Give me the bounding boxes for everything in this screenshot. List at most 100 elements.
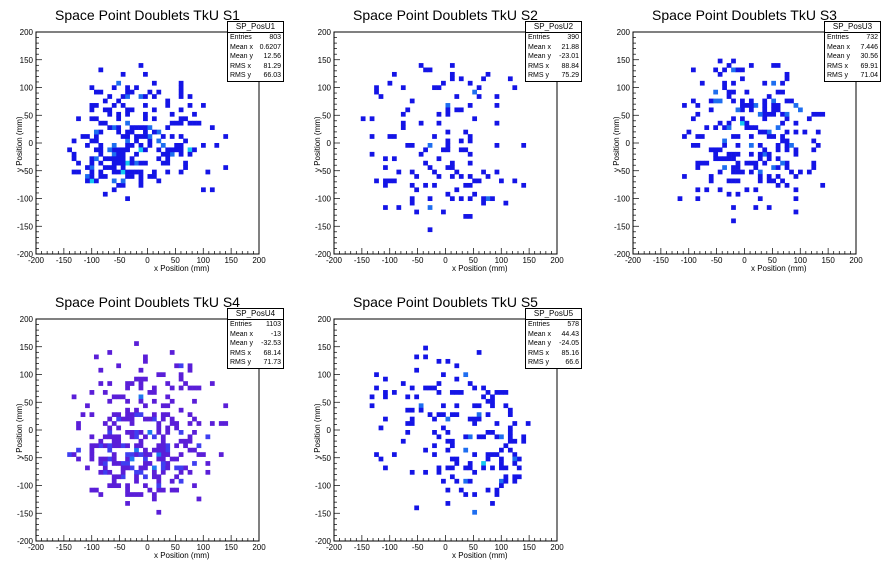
heatmap-bin: [89, 156, 95, 162]
heatmap-bin: [98, 151, 104, 157]
heatmap-bins: [67, 341, 229, 515]
heatmap-bin: [98, 174, 104, 179]
heatmap-bin: [151, 416, 157, 422]
heatmap-bin: [467, 434, 473, 440]
y-tick-label: -150: [17, 222, 34, 231]
heatmap-bin: [454, 187, 460, 193]
heatmap-bin: [192, 447, 197, 453]
heatmap-bin: [116, 116, 122, 122]
heatmap-bin: [472, 191, 478, 197]
heatmap-bin: [111, 160, 117, 166]
heatmap-bin: [178, 107, 184, 113]
heatmap-bin: [383, 182, 388, 188]
heatmap-bin: [467, 174, 473, 179]
heatmap-bin: [174, 143, 180, 148]
heatmap-bin: [120, 165, 126, 170]
heatmap-bin: [160, 412, 166, 417]
heatmap-bin: [771, 107, 777, 113]
heatmap-bin: [784, 147, 790, 153]
heatmap-bin: [165, 125, 171, 130]
heatmap-bin: [507, 407, 513, 413]
heatmap-bin: [151, 465, 157, 471]
heatmap-bin: [138, 452, 144, 457]
heatmap-bin: [89, 452, 95, 457]
stats-key: RMS x: [528, 62, 549, 70]
heatmap-bin: [780, 178, 785, 184]
heatmap-bin: [129, 381, 135, 386]
heatmap-bin: [143, 147, 148, 153]
heatmap-bin: [151, 447, 157, 453]
heatmap-bin: [178, 452, 184, 457]
y-tick-label: 200: [318, 315, 332, 324]
heatmap-bin: [753, 205, 759, 210]
heatmap-bin: [151, 412, 157, 417]
heatmap-bin: [165, 430, 171, 435]
y-tick-label: 200: [20, 315, 34, 324]
heatmap-bin: [784, 116, 790, 122]
heatmap-bin: [143, 358, 148, 364]
x-tick-label: 200: [550, 256, 564, 265]
heatmap-bin: [445, 111, 451, 117]
heatmap-bin: [134, 160, 139, 166]
heatmap-bin: [449, 71, 455, 77]
heatmap-bin: [151, 80, 157, 86]
heatmap-bin: [441, 425, 446, 431]
heatmap-bin: [218, 421, 224, 426]
heatmap-bin: [196, 385, 202, 391]
axis-ticks: [35, 31, 260, 255]
heatmap-bin: [89, 160, 95, 166]
stats-row: Mean x 7.446: [825, 43, 880, 53]
heatmap-bin: [111, 474, 117, 480]
heatmap-bin: [499, 390, 504, 395]
heatmap-bin: [178, 85, 184, 91]
heatmap-bin: [775, 63, 781, 68]
heatmap-bin: [116, 80, 122, 86]
heatmap-bin: [223, 421, 229, 426]
heatmap-bin: [76, 169, 81, 175]
heatmap-bin: [507, 434, 513, 440]
heatmap-bin: [762, 160, 768, 166]
stats-value: 71.04: [860, 72, 878, 79]
heatmap-bin: [490, 196, 495, 202]
heatmap-bin: [467, 80, 473, 86]
heatmap-bin: [209, 187, 215, 193]
y-tick-label: 100: [318, 371, 332, 380]
stats-value: -24.05: [559, 340, 579, 347]
heatmap-bin: [494, 487, 500, 493]
heatmap-bin: [391, 178, 397, 184]
heatmap-bin: [735, 134, 741, 139]
heatmap-bin: [400, 438, 406, 444]
y-tick-label: 0: [626, 139, 631, 148]
y-tick-label: -150: [315, 509, 332, 518]
heatmap-bin: [757, 196, 763, 202]
heatmap-bin: [766, 94, 772, 99]
stats-value: -32.53: [261, 340, 281, 347]
heatmap-bin: [449, 76, 455, 82]
stats-key: RMS x: [230, 349, 251, 357]
heatmap-bin: [143, 134, 148, 139]
heatmap-bin: [174, 147, 180, 153]
heatmap-bin: [383, 156, 388, 162]
x-tick-label: -200: [625, 256, 642, 265]
heatmap-bin: [708, 174, 714, 179]
heatmap-bin: [151, 469, 157, 475]
heatmap-bin: [521, 143, 527, 148]
heatmap-bin: [160, 438, 166, 444]
stats-key: Mean x: [528, 43, 551, 51]
heatmap-bin: [143, 116, 148, 122]
heatmap-bin: [143, 447, 148, 453]
heatmap-bin: [178, 151, 184, 157]
heatmap-bin: [178, 363, 184, 369]
stats-row: RMS y 66.6: [526, 358, 581, 368]
heatmap-bin: [449, 412, 455, 417]
heatmap-plot: Space Point Doublets TkU S2 -200 -150 -100 -…: [313, 7, 564, 273]
heatmap-bin: [134, 469, 139, 475]
heatmap-bin: [165, 447, 171, 453]
heatmap-bin: [129, 89, 135, 95]
heatmap-bin: [494, 169, 500, 175]
heatmap-bin: [187, 385, 193, 391]
heatmap-bin: [116, 111, 122, 117]
heatmap-bin: [125, 501, 130, 506]
x-tick-label: 150: [224, 256, 238, 265]
heatmap-bin: [507, 425, 513, 431]
